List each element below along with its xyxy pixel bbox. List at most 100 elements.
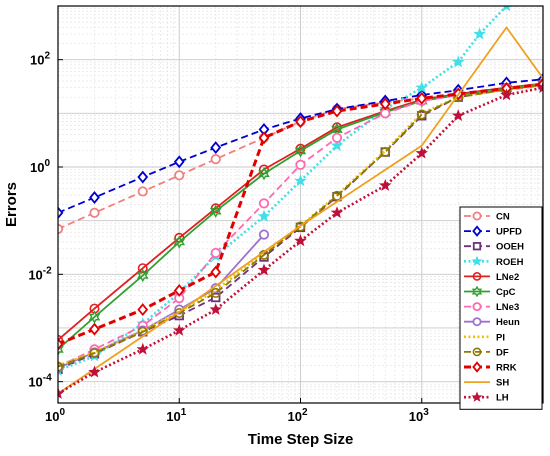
data-point-diamond: [137, 303, 149, 317]
legend-item: UPFD: [464, 225, 522, 238]
data-point-star: [330, 206, 344, 219]
data-point-star: [379, 178, 392, 191]
x-tick-label: 100: [45, 407, 65, 424]
data-point-square: [472, 242, 482, 251]
data-point-circle: [174, 170, 185, 181]
data-point-hexagram: [173, 235, 186, 249]
data-point-diamond: [295, 115, 306, 129]
data-point-hexagram: [136, 268, 149, 283]
legend-item: LNe2: [464, 272, 519, 283]
data-point-circle: [416, 109, 427, 120]
data-point-hexagram: [258, 166, 270, 181]
data-point-hexagram: [537, 77, 543, 91]
data-point-star: [88, 365, 101, 378]
data-point-diamond: [89, 191, 100, 204]
series-sh: [58, 26, 543, 395]
data-point-star: [451, 55, 465, 68]
legend-label: SH: [496, 378, 509, 389]
axis-ticks: 100 101 102 103 10-4 10-2 100 102: [28, 51, 429, 424]
series-line: [58, 6, 518, 372]
data-point-circle: [210, 247, 221, 259]
data-point-circle: [210, 287, 221, 298]
data-point-circle: [58, 223, 64, 235]
data-point-star: [330, 139, 344, 152]
data-point-circle: [472, 302, 482, 312]
data-point-circle: [174, 308, 185, 319]
legend-item: SH: [464, 378, 509, 389]
legend-label: LH: [496, 393, 509, 404]
data-point-star: [173, 323, 186, 336]
series-rrk: [58, 77, 543, 351]
data-point-star: [536, 81, 543, 94]
data-point-diamond: [210, 265, 222, 279]
data-point-circle: [472, 347, 482, 357]
data-point-star: [539, 6, 541, 8]
legend-label: CpC: [496, 287, 516, 298]
data-point-star: [471, 255, 483, 267]
x-tick-label: 101: [166, 407, 186, 424]
data-point-circle: [472, 211, 482, 221]
data-point-star: [473, 27, 486, 40]
legend-label: PI: [496, 332, 505, 343]
data-point-circle: [472, 271, 482, 281]
data-point-circle: [258, 198, 270, 209]
data-point-star: [209, 302, 222, 315]
data-point-diamond: [210, 141, 222, 155]
x-tick-label: 102: [287, 407, 307, 424]
legend-label: DF: [496, 347, 509, 358]
legend-label: LNe2: [496, 272, 519, 283]
legend-item: CpC: [464, 285, 516, 298]
data-point-diamond: [416, 91, 428, 105]
data-point-diamond: [258, 131, 270, 145]
legend-item: CN: [464, 211, 510, 223]
data-point-circle: [295, 221, 306, 232]
legend-label: CN: [496, 212, 510, 223]
legend-item: Heun: [464, 317, 520, 328]
data-point-hexagram: [58, 342, 64, 357]
data-point-circle: [331, 190, 342, 201]
data-point-diamond: [173, 284, 185, 297]
data-point-circle: [472, 317, 482, 327]
legend-label: OOEH: [496, 242, 524, 253]
legend-item: OOEH: [464, 242, 524, 253]
data-point-circle: [137, 263, 148, 274]
y-axis-label: Errors: [3, 182, 20, 227]
data-point-circle: [380, 108, 391, 119]
data-point-star: [257, 209, 271, 222]
data-point-circle: [89, 207, 100, 218]
data-point-star: [257, 263, 271, 276]
x-axis-label: Time Step Size: [248, 431, 354, 448]
data-point-hexagram: [471, 285, 483, 298]
data-point-circle: [380, 147, 391, 158]
data-point-star: [500, 88, 513, 101]
data-point-star: [471, 391, 483, 402]
x-tick-label: 103: [409, 407, 429, 424]
data-point-star: [58, 386, 65, 399]
data-point-diamond: [58, 206, 64, 220]
legend-label: ROEH: [496, 257, 524, 268]
data-point-diamond: [173, 155, 185, 169]
series-lh: [58, 81, 543, 399]
data-point-hexagram: [88, 310, 101, 324]
legend-label: UPFD: [496, 227, 522, 238]
legend-label: RRK: [496, 363, 517, 374]
data-point-diamond: [331, 104, 343, 118]
data-point-diamond: [472, 361, 482, 373]
data-point-star: [294, 174, 307, 187]
data-point-diamond: [58, 337, 64, 351]
data-point-hexagram: [294, 144, 307, 158]
legend-item: LNe3: [464, 302, 519, 313]
y-tick-label: 10-4: [28, 373, 52, 390]
series-line: [58, 26, 543, 395]
data-point-diamond: [379, 97, 391, 111]
data-point-circle: [137, 186, 148, 197]
data-point-star: [415, 81, 429, 94]
data-point-diamond: [137, 170, 149, 184]
data-point-star: [294, 234, 307, 247]
legend-label: LNe3: [496, 302, 519, 313]
y-tick-label: 10-2: [28, 265, 52, 282]
data-point-star: [136, 342, 149, 355]
data-point-hexagram: [209, 204, 222, 218]
legend-item: LH: [464, 391, 509, 404]
